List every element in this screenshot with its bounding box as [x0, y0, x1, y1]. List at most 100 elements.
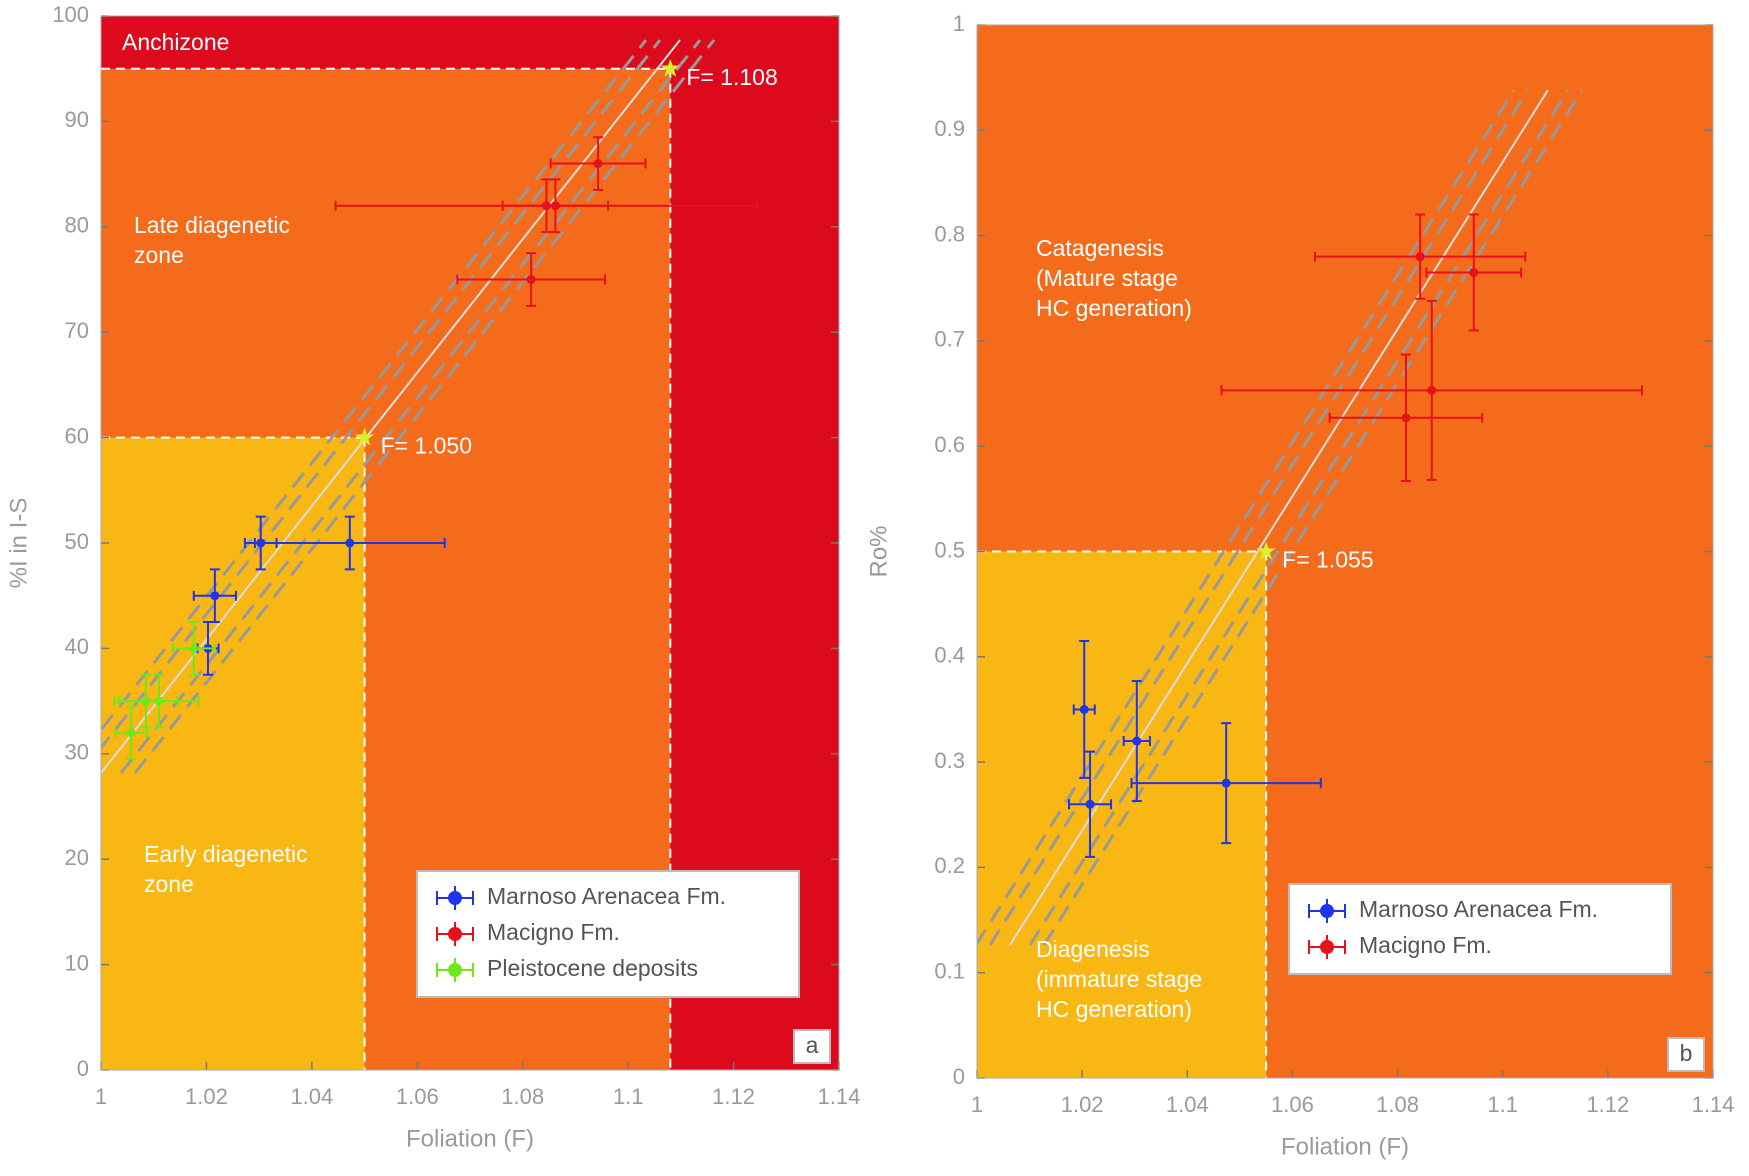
y-tick-label: 60 — [65, 423, 89, 448]
legend-box — [416, 870, 800, 998]
early-zone — [101, 437, 365, 1071]
legend-marker — [448, 963, 462, 977]
x-tick-label: 1.1 — [1487, 1092, 1518, 1117]
legend-label: Marnoso Arenacea Fm. — [487, 883, 726, 909]
legend-marker — [448, 891, 462, 905]
y-tick-label: 0.2 — [934, 853, 965, 878]
zone-label: Diagenesis — [1036, 936, 1150, 962]
legend-label: Pleistocene deposits — [487, 955, 698, 981]
x-tick-label: 1 — [971, 1092, 983, 1117]
y-tick-label: 0.9 — [934, 116, 965, 141]
y-tick-label: 30 — [65, 740, 89, 765]
confidence-band — [133, 39, 716, 774]
confidence-band — [1028, 89, 1570, 946]
y-tick-label: 0 — [77, 1056, 89, 1081]
data-point — [1085, 799, 1095, 809]
x-axis-label: Foliation (F) — [406, 1125, 534, 1152]
confidence-band — [119, 39, 702, 774]
x-tick-label: 1.14 — [818, 1084, 861, 1109]
data-point — [1221, 778, 1231, 788]
panel-box — [1667, 1037, 1705, 1072]
confidence-band — [988, 89, 1530, 946]
x-tick-label: 1.04 — [290, 1084, 333, 1109]
x-tick-label: 1.12 — [712, 1084, 755, 1109]
zone-label: Catagenesis — [1036, 235, 1164, 261]
y-tick-label: 80 — [65, 213, 89, 238]
y-tick-label: 0.4 — [934, 643, 965, 668]
y-tick-label: 40 — [65, 634, 89, 659]
y-axis-label: Ro% — [865, 525, 892, 577]
annotation: F= 1.108 — [686, 64, 777, 90]
y-tick-label: 0.8 — [934, 221, 965, 246]
y-tick-label: 90 — [65, 107, 89, 132]
y-tick-label: 0.3 — [934, 748, 965, 773]
x-tick-label: 1 — [95, 1084, 107, 1109]
zone-label: (immature stage — [1036, 966, 1202, 992]
star-marker — [1256, 541, 1276, 560]
zone-label: zone — [144, 871, 194, 897]
data-point — [1401, 413, 1411, 423]
annotation: F= 1.050 — [381, 433, 472, 459]
x-tick-label: 1.06 — [396, 1084, 439, 1109]
y-tick-label: 100 — [52, 2, 89, 27]
data-point — [189, 643, 199, 653]
legend-marker — [1320, 940, 1334, 954]
star-marker — [660, 58, 680, 77]
data-point — [593, 159, 603, 169]
data-point — [154, 696, 164, 706]
anchizone-top — [101, 16, 839, 69]
x-axis-label: Foliation (F) — [1281, 1133, 1409, 1160]
x-tick-label: 1.02 — [1061, 1092, 1104, 1117]
y-tick-label: 10 — [65, 950, 89, 975]
plot-frame — [976, 24, 1714, 1079]
zone-label: zone — [134, 242, 184, 268]
y-tick-label: 0.5 — [934, 537, 965, 562]
zone-label: Early diagenetic — [144, 841, 308, 867]
legend-marker — [448, 927, 462, 941]
data-point — [345, 538, 355, 548]
zone-label: Late diagenetic — [134, 212, 290, 238]
confidence-band — [1042, 89, 1584, 946]
legend-label: Marnoso Arenacea Fm. — [1359, 896, 1598, 922]
data-point — [1469, 267, 1479, 277]
y-tick-label: 0.6 — [934, 432, 965, 457]
data-point — [526, 275, 536, 284]
zone-label: Anchizone — [122, 29, 229, 55]
legend-label: Macigno Fm. — [1359, 932, 1492, 958]
legend-marker — [1320, 904, 1334, 918]
y-axis-label: %I in I-S — [5, 498, 32, 589]
data-point — [1132, 736, 1142, 746]
fit-line — [1009, 89, 1549, 946]
x-tick-label: 1.08 — [501, 1084, 544, 1109]
y-tick-label: 0.1 — [934, 959, 965, 984]
x-tick-label: 1.08 — [1376, 1092, 1419, 1117]
y-tick-label: 0 — [953, 1064, 965, 1089]
data-point — [1427, 385, 1437, 395]
panel-label: b — [1680, 1040, 1693, 1066]
panel-label: a — [806, 1032, 819, 1058]
y-tick-label: 70 — [65, 318, 89, 343]
confidence-band — [101, 39, 662, 751]
zone-label: (Mature stage — [1036, 265, 1178, 291]
data-point — [1079, 704, 1089, 714]
x-tick-label: 1.02 — [185, 1084, 228, 1109]
panel-box — [793, 1029, 831, 1064]
x-tick-label: 1.04 — [1166, 1092, 1209, 1117]
y-tick-label: 20 — [65, 845, 89, 870]
star-marker — [355, 427, 375, 446]
x-tick-label: 1.14 — [1692, 1092, 1735, 1117]
y-tick-label: 1 — [953, 11, 965, 36]
x-tick-label: 1.1 — [613, 1084, 644, 1109]
diagenesis-zone — [977, 551, 1267, 1078]
confidence-band — [101, 39, 648, 733]
zone-label: HC generation) — [1036, 996, 1192, 1022]
x-tick-label: 1.12 — [1586, 1092, 1629, 1117]
legend-box — [1288, 883, 1672, 975]
data-point — [126, 728, 136, 738]
confidence-band — [977, 89, 1516, 946]
annotation: F= 1.055 — [1282, 547, 1373, 573]
x-tick-label: 1.06 — [1271, 1092, 1314, 1117]
y-tick-label: 0.7 — [934, 327, 965, 352]
